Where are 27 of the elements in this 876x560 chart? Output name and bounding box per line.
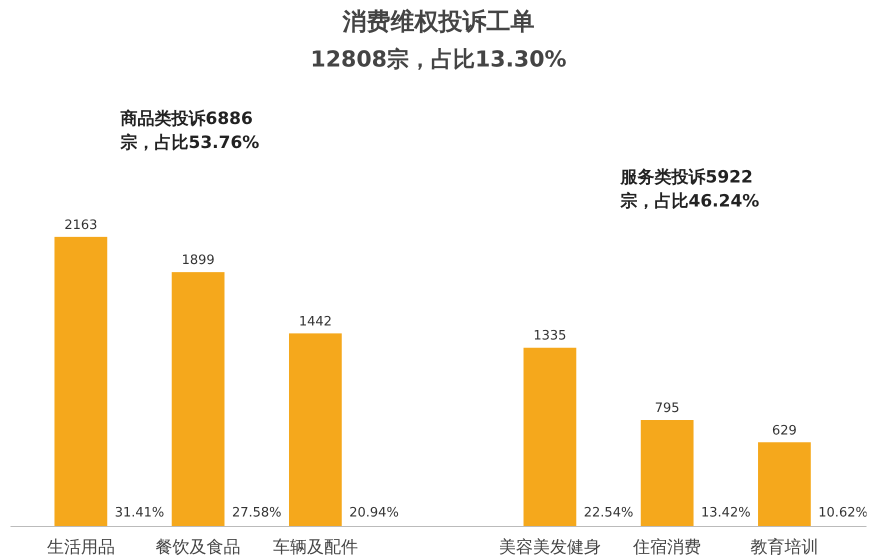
bar — [758, 442, 811, 526]
x-tick-label: 教育培训 — [750, 538, 818, 558]
text: 服务类投诉5922 宗，占比46.24% — [620, 167, 760, 212]
bar — [288, 333, 342, 526]
annotation: 22.54% — [584, 506, 634, 520]
data-label: 2163 — [64, 218, 98, 233]
x-tick-label: 生活用品 — [46, 538, 115, 558]
data-label: 1335 — [533, 328, 566, 344]
chart-subtitle: 12808宗，占比13.30% — [310, 46, 567, 72]
text: 商品类投诉6886 宗，占比53.76% — [120, 108, 260, 153]
x-tick-label: 美容美发健身 — [498, 538, 601, 558]
bar — [172, 272, 224, 526]
data-label: 629 — [772, 423, 797, 438]
x-tick-label: 餐饮及食品 — [156, 538, 241, 558]
data-label: 1442 — [298, 314, 332, 330]
annotation: 20.94% — [349, 506, 399, 520]
x-tick-label: 住宿消费 — [632, 538, 702, 558]
annotation: 27.58% — [232, 506, 282, 520]
bar — [640, 420, 694, 526]
data-label: 795 — [654, 401, 680, 416]
chart-title: 消费维权投诉工单 — [342, 8, 534, 36]
data-label: 1899 — [182, 253, 215, 268]
bar — [54, 236, 108, 526]
x-tick-label: 车辆及配件 — [272, 538, 358, 558]
annotation: 13.42% — [701, 506, 751, 520]
bar — [524, 348, 576, 526]
annotation: 31.41% — [114, 506, 164, 520]
